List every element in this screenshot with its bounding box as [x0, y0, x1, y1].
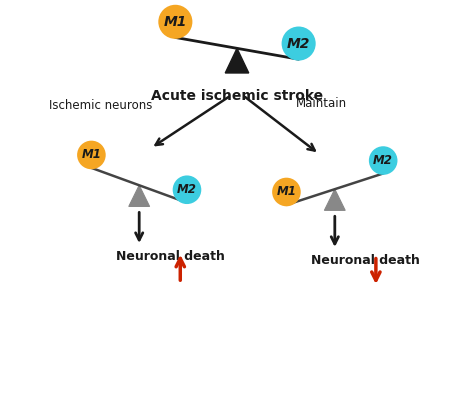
Circle shape [370, 148, 396, 173]
Text: Maintain: Maintain [296, 97, 347, 110]
Text: M2: M2 [287, 37, 310, 50]
Text: Ischemic neurons: Ischemic neurons [49, 99, 153, 112]
Circle shape [174, 177, 200, 203]
Text: Neuronal death: Neuronal death [116, 250, 225, 263]
Circle shape [283, 28, 314, 59]
Circle shape [79, 142, 104, 168]
Text: M1: M1 [164, 15, 187, 29]
Circle shape [160, 6, 191, 37]
Text: Acute ischemic stroke: Acute ischemic stroke [151, 89, 323, 103]
Polygon shape [225, 48, 249, 73]
Text: Neuronal death: Neuronal death [311, 254, 420, 267]
Polygon shape [324, 189, 345, 210]
Polygon shape [129, 185, 150, 206]
Text: M1: M1 [276, 186, 296, 199]
Text: M2: M2 [177, 183, 197, 196]
Circle shape [273, 179, 300, 205]
Text: M1: M1 [82, 149, 101, 162]
Text: M2: M2 [373, 154, 393, 167]
